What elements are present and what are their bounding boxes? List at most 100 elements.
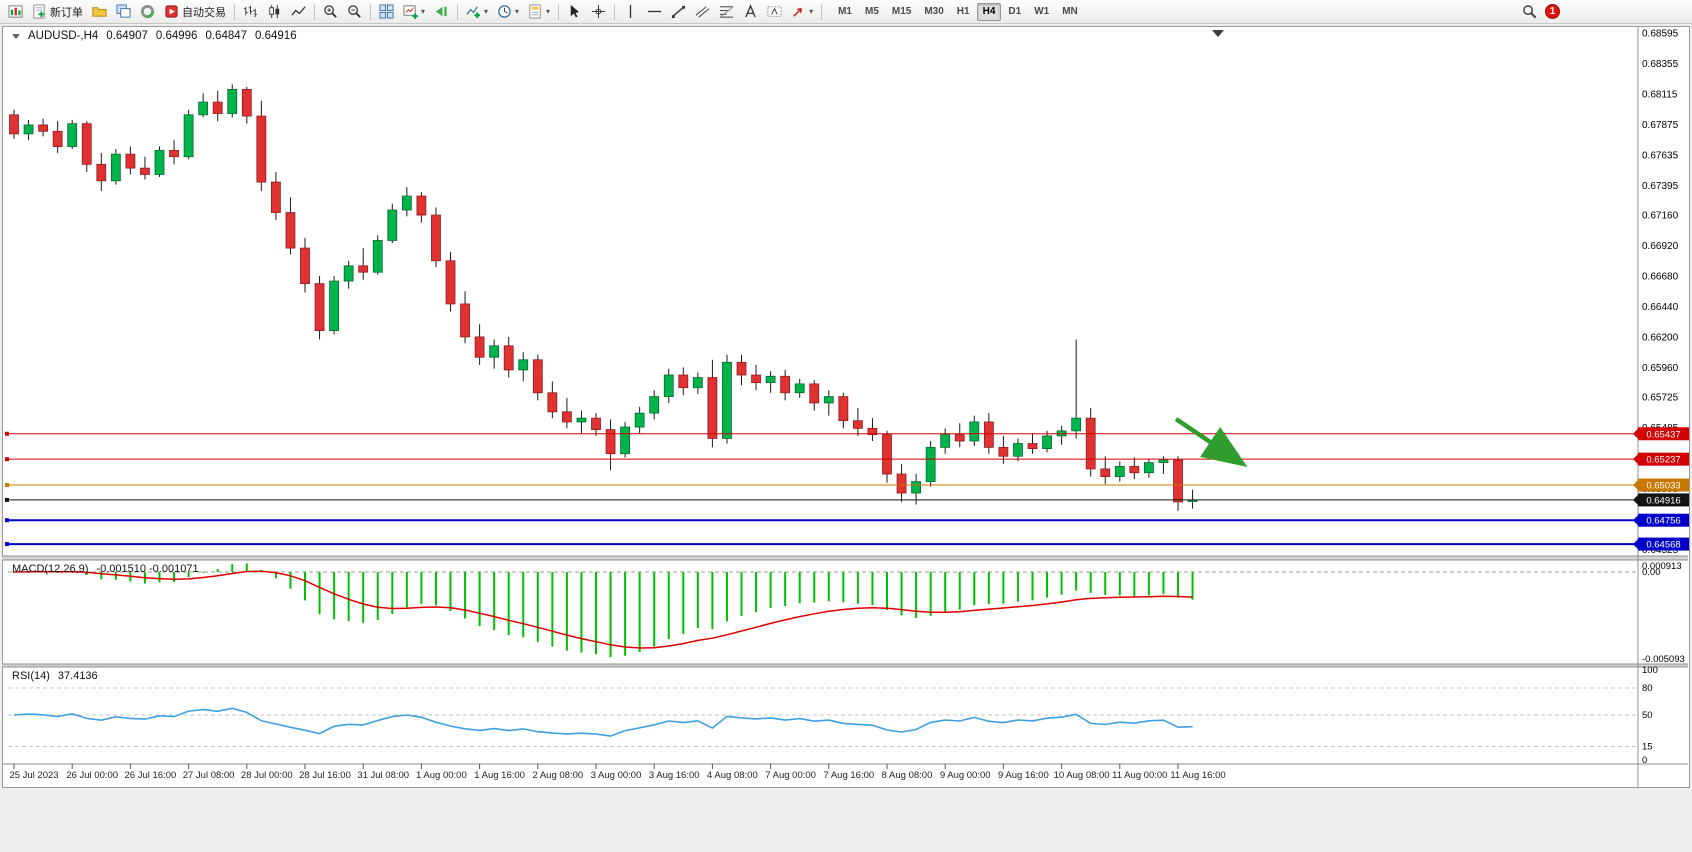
toolbar-separator [234,3,235,20]
tf-w1[interactable]: W1 [1034,6,1050,17]
svg-text:0.64568: 0.64568 [1646,540,1680,551]
text-tool-button[interactable] [739,2,762,22]
toolbar-right: 1 [1522,4,1560,19]
svg-text:1 Aug 16:00: 1 Aug 16:00 [474,770,525,781]
toolbar-separator [370,3,371,20]
symbol-label: AUDUSD-,H4 [28,30,99,42]
new-chart-button[interactable]: ▾ [399,2,429,22]
svg-text:0.65960: 0.65960 [1642,363,1679,374]
tf-d1[interactable]: D1 [1008,6,1022,17]
svg-text:31 Jul 08:00: 31 Jul 08:00 [357,770,409,781]
line-chart-type-button[interactable] [287,2,310,22]
trendline-tool-button[interactable] [667,2,690,22]
svg-text:0.66440: 0.66440 [1642,302,1679,313]
svg-text:9 Aug 16:00: 9 Aug 16:00 [998,770,1049,781]
charts-cascade-button[interactable] [112,2,135,22]
svg-text:0.67875: 0.67875 [1642,120,1679,131]
hlines-layer: 0.65437 0.65237 0.65033 0.64916 0.64756 0.645… [5,427,1689,551]
macd-name: MACD(12,26,9) [12,563,89,575]
ohlc-low: 0.64847 [205,30,248,42]
candlestick-type-button[interactable] [263,2,286,22]
toolbar-separator [558,3,560,20]
auto-scroll-button[interactable] [430,2,453,22]
svg-text:0.65725: 0.65725 [1642,393,1679,404]
auto-trading-label: 自动交易 [182,6,226,19]
crosshair-icon [592,4,606,19]
svg-text:0.64756: 0.64756 [1646,516,1680,527]
tf-m1[interactable]: M1 [838,6,852,17]
new-order-button[interactable]: 新订单 [28,2,87,22]
text-tool-icon [745,4,756,18]
toolbar-separator [457,3,459,20]
trendline-icon [672,5,686,19]
zoom-out-button[interactable] [343,2,366,22]
candlestick-icon [269,4,280,19]
search-icon[interactable] [1522,4,1537,19]
svg-text:80: 80 [1642,683,1653,694]
svg-text:7 Aug 16:00: 7 Aug 16:00 [823,770,874,781]
svg-text:26 Jul 00:00: 26 Jul 00:00 [66,770,118,781]
annotation-arrow[interactable] [1174,417,1248,468]
chart-shift-marker[interactable] [1212,30,1224,37]
cursor-icon [570,4,580,18]
templates-button[interactable]: ▾ [524,2,554,22]
svg-text:2 Aug 08:00: 2 Aug 08:00 [532,770,583,781]
svg-text:27 Jul 08:00: 27 Jul 08:00 [183,770,235,781]
tf-m5[interactable]: M5 [864,6,879,17]
text-label-tool-button[interactable] [763,2,786,22]
horizontal-line-tool-button[interactable] [643,2,666,22]
toolbar: 新订单 自动交易 [0,0,1692,24]
price-tag-0.64916: 0.64916 [1633,493,1689,507]
svg-text:0.64916: 0.64916 [1646,495,1680,506]
svg-text:7 Aug 00:00: 7 Aug 00:00 [765,770,816,781]
zoom-in-icon [324,5,337,18]
svg-text:10 Aug 08:00: 10 Aug 08:00 [1054,770,1110,781]
dropdown-caret-icon: ▾ [484,6,489,16]
svg-text:28 Jul 00:00: 28 Jul 00:00 [241,770,293,781]
tf-mn[interactable]: MN [1062,6,1078,17]
line-chart-icon [291,6,306,16]
market-watch-icon [140,4,155,19]
collapse-icon[interactable] [12,33,20,39]
notification-badge[interactable]: 1 [1545,4,1560,19]
fibonacci-tool-button[interactable] [715,2,738,22]
macd-label: MACD(12,26,9) -0.001510 -0.001071 [12,563,199,575]
zoom-in-button[interactable] [319,2,342,22]
indicators-button[interactable]: ▾ [462,2,492,22]
market-watch-button[interactable] [136,2,159,22]
auto-trading-icon [165,5,178,18]
svg-text:0: 0 [1642,755,1647,766]
tf-h1[interactable]: H1 [956,6,970,17]
candles-layer [9,84,1198,511]
svg-text:0.66920: 0.66920 [1642,241,1679,252]
svg-text:100: 100 [1642,665,1658,676]
vertical-line-tool-button[interactable] [619,2,642,22]
bar-chart-type-button[interactable] [239,2,262,22]
svg-text:3 Aug 00:00: 3 Aug 00:00 [591,770,642,781]
profiles-button[interactable] [88,2,111,22]
arrows-tool-icon [793,7,803,17]
tile-windows-button[interactable] [375,2,398,22]
crosshair-tool-button[interactable] [587,2,610,22]
cursor-tool-button[interactable] [563,2,586,22]
chart-window-button[interactable] [4,2,27,22]
dropdown-caret-icon: ▾ [421,6,426,16]
svg-text:15: 15 [1642,742,1653,753]
arrows-tool-button[interactable]: ▾ [787,2,817,22]
rsi-name: RSI(14) [12,670,50,682]
auto-trading-button[interactable]: 自动交易 [160,2,230,22]
svg-text:50: 50 [1642,710,1653,721]
svg-text:0.67160: 0.67160 [1642,211,1679,222]
price-tag-0.64756: 0.64756 [1633,513,1689,527]
svg-text:0.000913: 0.000913 [1642,561,1682,572]
channel-tool-button[interactable] [691,2,714,22]
tf-m30[interactable]: M30 [924,6,944,17]
profiles-icon [92,7,107,17]
periods-button[interactable]: ▾ [493,2,523,22]
tf-m15[interactable]: M15 [891,6,912,17]
dropdown-caret-icon: ▾ [515,6,520,16]
tf-h4[interactable]: H4 [976,2,1002,21]
svg-text:11 Aug 16:00: 11 Aug 16:00 [1170,770,1225,781]
